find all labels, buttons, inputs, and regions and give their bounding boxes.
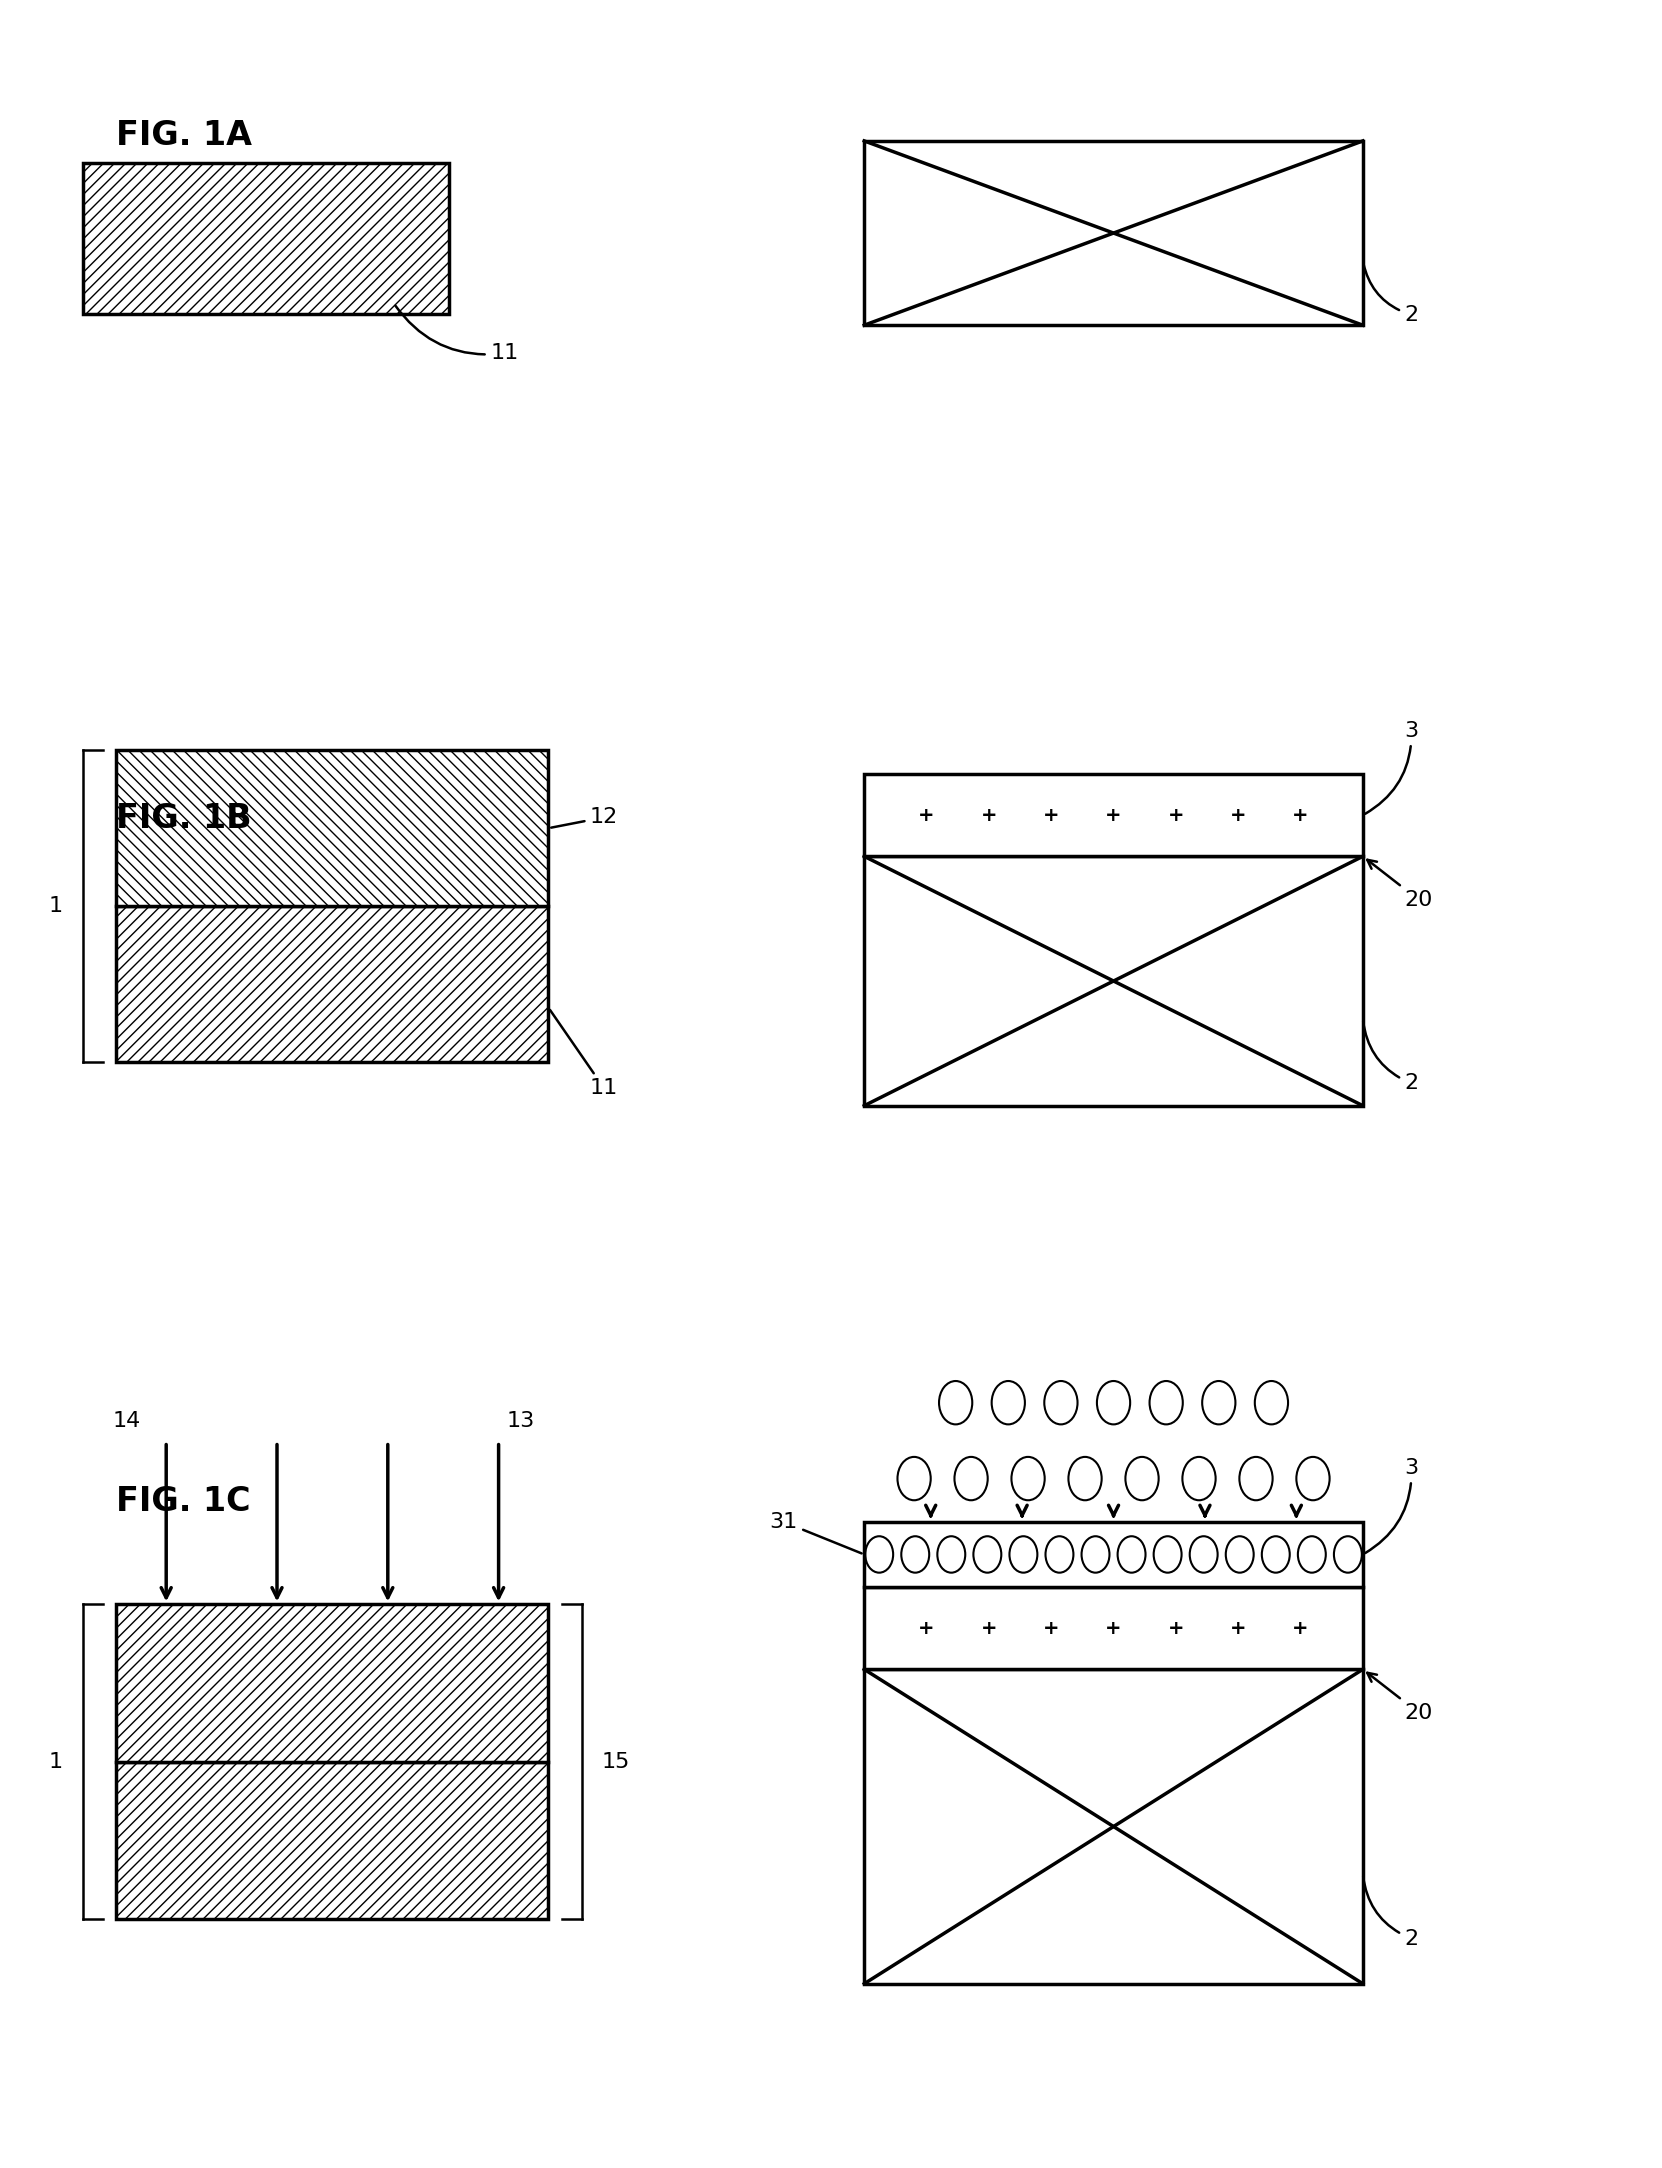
Text: 11: 11 <box>396 306 519 364</box>
Text: +: + <box>1044 806 1059 824</box>
Text: 31: 31 <box>770 1511 861 1554</box>
Bar <box>116 1760 548 1919</box>
Text: 2: 2 <box>1363 264 1418 325</box>
Text: FIG. 1B: FIG. 1B <box>116 802 253 835</box>
Text: +: + <box>1230 1619 1246 1637</box>
Text: 3: 3 <box>1365 1457 1418 1552</box>
Text: +: + <box>1168 806 1183 824</box>
Text: 1: 1 <box>50 895 63 917</box>
Text: 14: 14 <box>113 1411 141 1431</box>
Text: +: + <box>919 1619 934 1637</box>
Text: +: + <box>1105 806 1122 824</box>
Text: 13: 13 <box>507 1411 535 1431</box>
Text: FIG. 1C: FIG. 1C <box>116 1485 251 1518</box>
Text: +: + <box>1044 1619 1059 1637</box>
Bar <box>116 750 548 906</box>
Bar <box>83 163 449 314</box>
Bar <box>116 906 548 1062</box>
Text: +: + <box>1105 1619 1122 1637</box>
Text: +: + <box>1230 806 1246 824</box>
Text: 2: 2 <box>1363 1021 1418 1093</box>
Text: 1: 1 <box>50 1752 63 1771</box>
Text: 20: 20 <box>1368 1674 1433 1724</box>
Text: 12: 12 <box>552 806 618 828</box>
Text: FIG. 1A: FIG. 1A <box>116 119 253 152</box>
Text: 3: 3 <box>1365 720 1418 813</box>
Text: +: + <box>981 1619 997 1637</box>
Text: +: + <box>1293 806 1308 824</box>
Text: +: + <box>1168 1619 1183 1637</box>
Text: 11: 11 <box>550 1010 618 1099</box>
Bar <box>116 1604 548 1760</box>
Bar <box>864 1522 1363 1587</box>
Text: 15: 15 <box>602 1752 630 1771</box>
Bar <box>864 1669 1363 1984</box>
Text: 2: 2 <box>1363 1877 1418 1949</box>
Bar <box>864 141 1363 325</box>
Bar <box>864 774 1363 856</box>
Bar <box>864 856 1363 1106</box>
Text: 20: 20 <box>1368 861 1433 911</box>
Text: +: + <box>1293 1619 1308 1637</box>
Text: +: + <box>919 806 934 824</box>
Text: +: + <box>981 806 997 824</box>
Bar <box>864 1587 1363 1669</box>
